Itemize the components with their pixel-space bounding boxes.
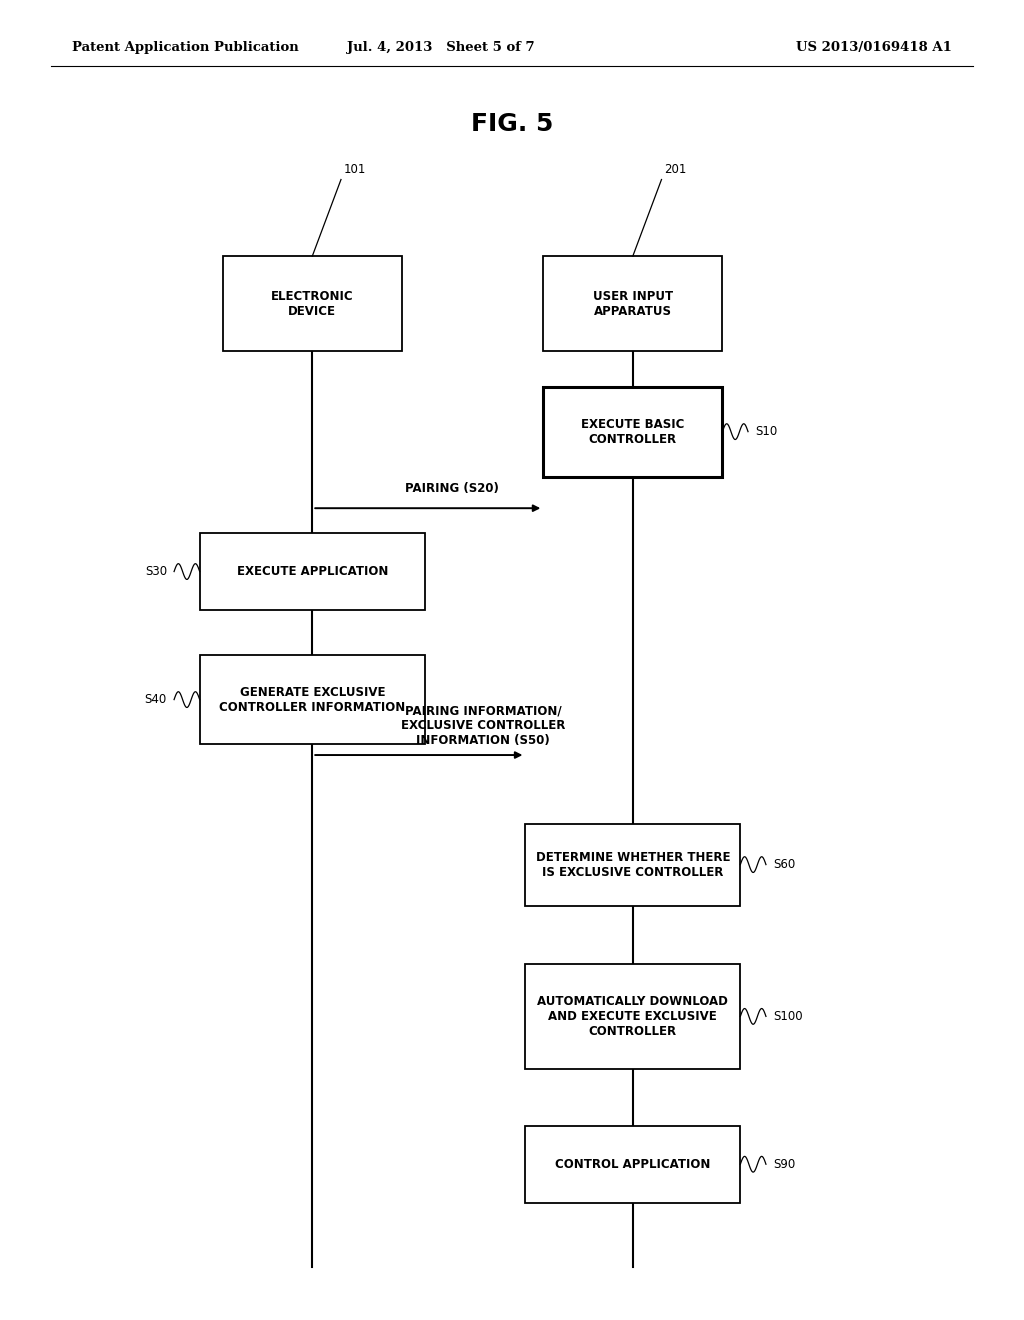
Bar xyxy=(200,533,425,610)
Text: EXECUTE BASIC
CONTROLLER: EXECUTE BASIC CONTROLLER xyxy=(582,417,684,446)
Text: CONTROL APPLICATION: CONTROL APPLICATION xyxy=(555,1158,711,1171)
Bar xyxy=(543,256,723,351)
Text: S10: S10 xyxy=(756,425,777,438)
Text: DETERMINE WHETHER THERE
IS EXCLUSIVE CONTROLLER: DETERMINE WHETHER THERE IS EXCLUSIVE CON… xyxy=(536,850,730,879)
Text: AUTOMATICALLY DOWNLOAD
AND EXECUTE EXCLUSIVE
CONTROLLER: AUTOMATICALLY DOWNLOAD AND EXECUTE EXCLU… xyxy=(538,995,728,1038)
Text: 201: 201 xyxy=(665,162,687,176)
Bar xyxy=(525,964,740,1069)
Bar xyxy=(223,256,401,351)
Text: USER INPUT
APPARATUS: USER INPUT APPARATUS xyxy=(593,289,673,318)
Text: EXECUTE APPLICATION: EXECUTE APPLICATION xyxy=(237,565,388,578)
Text: FIG. 5: FIG. 5 xyxy=(471,112,553,136)
Text: ELECTRONIC
DEVICE: ELECTRONIC DEVICE xyxy=(271,289,353,318)
Text: US 2013/0169418 A1: US 2013/0169418 A1 xyxy=(797,41,952,54)
Text: Jul. 4, 2013   Sheet 5 of 7: Jul. 4, 2013 Sheet 5 of 7 xyxy=(346,41,535,54)
Bar xyxy=(525,1126,740,1203)
Text: GENERATE EXCLUSIVE
CONTROLLER INFORMATION: GENERATE EXCLUSIVE CONTROLLER INFORMATIO… xyxy=(219,685,406,714)
Text: S90: S90 xyxy=(773,1158,796,1171)
Bar xyxy=(543,387,723,477)
Text: S40: S40 xyxy=(144,693,167,706)
Text: PAIRING INFORMATION/
EXCLUSIVE CONTROLLER
INFORMATION (S50): PAIRING INFORMATION/ EXCLUSIVE CONTROLLE… xyxy=(400,704,565,747)
Text: S100: S100 xyxy=(773,1010,803,1023)
Text: 101: 101 xyxy=(344,162,367,176)
Text: Patent Application Publication: Patent Application Publication xyxy=(72,41,298,54)
Text: S30: S30 xyxy=(144,565,167,578)
Text: S60: S60 xyxy=(773,858,796,871)
Text: PAIRING (S20): PAIRING (S20) xyxy=(406,482,499,495)
Bar xyxy=(525,824,740,906)
Bar xyxy=(200,655,425,744)
